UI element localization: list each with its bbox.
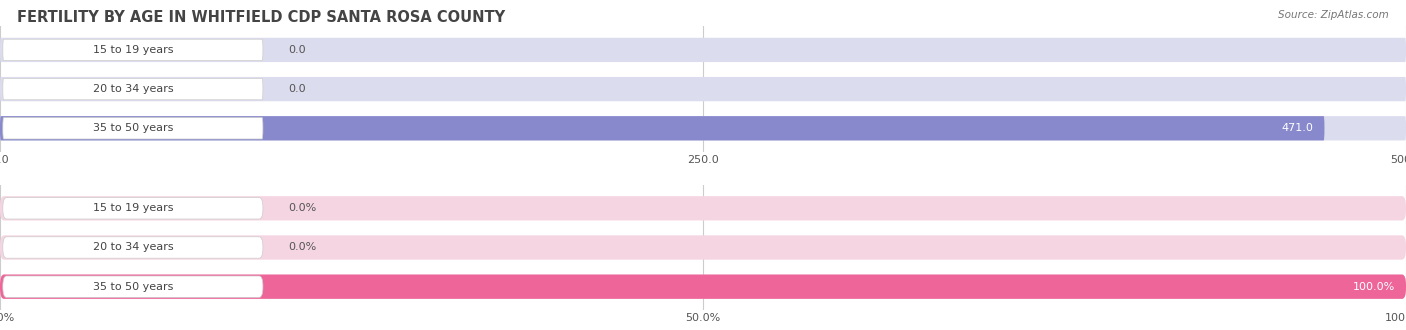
FancyBboxPatch shape: [3, 237, 263, 258]
Text: 15 to 19 years: 15 to 19 years: [93, 45, 173, 55]
Text: 15 to 19 years: 15 to 19 years: [93, 203, 173, 213]
FancyBboxPatch shape: [0, 235, 1406, 260]
Text: FERTILITY BY AGE IN WHITFIELD CDP SANTA ROSA COUNTY: FERTILITY BY AGE IN WHITFIELD CDP SANTA …: [17, 10, 505, 25]
FancyBboxPatch shape: [3, 276, 263, 297]
Text: Source: ZipAtlas.com: Source: ZipAtlas.com: [1278, 10, 1389, 20]
FancyBboxPatch shape: [0, 116, 1406, 141]
FancyBboxPatch shape: [3, 39, 263, 61]
FancyBboxPatch shape: [3, 79, 263, 100]
Text: 35 to 50 years: 35 to 50 years: [93, 123, 173, 133]
FancyBboxPatch shape: [0, 116, 1324, 141]
FancyBboxPatch shape: [3, 117, 263, 139]
FancyBboxPatch shape: [0, 275, 1406, 299]
FancyBboxPatch shape: [0, 77, 1406, 101]
Text: 0.0%: 0.0%: [288, 203, 316, 213]
FancyBboxPatch shape: [3, 198, 263, 219]
Text: 20 to 34 years: 20 to 34 years: [93, 84, 173, 94]
FancyBboxPatch shape: [0, 196, 1406, 220]
Text: 20 to 34 years: 20 to 34 years: [93, 243, 173, 252]
FancyBboxPatch shape: [0, 38, 1406, 62]
Text: 100.0%: 100.0%: [1353, 282, 1395, 292]
Text: 0.0: 0.0: [288, 45, 307, 55]
Text: 0.0%: 0.0%: [288, 243, 316, 252]
Text: 35 to 50 years: 35 to 50 years: [93, 282, 173, 292]
Text: 471.0: 471.0: [1281, 123, 1313, 133]
FancyBboxPatch shape: [0, 275, 1406, 299]
Text: 0.0: 0.0: [288, 84, 307, 94]
